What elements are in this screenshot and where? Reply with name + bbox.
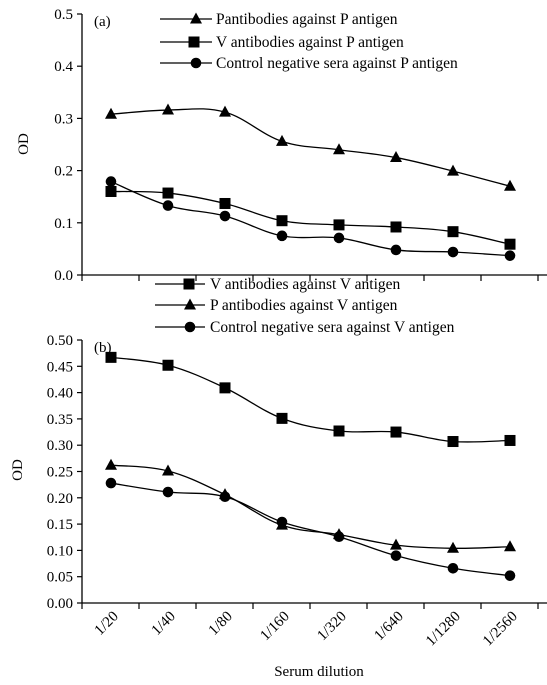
data-point-a-triangle bbox=[219, 105, 231, 117]
data-point-b-circle bbox=[504, 570, 516, 581]
x-tick-label-b: 1/2560 bbox=[480, 609, 521, 650]
y-tick-label-b: 0.10 bbox=[47, 543, 73, 559]
y-tick-label-b: 0.15 bbox=[47, 517, 73, 533]
data-point-a-square bbox=[276, 215, 288, 227]
data-point-a-square bbox=[333, 219, 345, 231]
legend-marker-a-circle bbox=[190, 57, 202, 69]
data-point-b-circle bbox=[219, 491, 231, 503]
y-axis-title-a: OD bbox=[16, 133, 32, 155]
data-point-a-triangle bbox=[504, 179, 516, 191]
series-b-square bbox=[105, 351, 516, 448]
y-tick-label-b: 0.20 bbox=[47, 491, 73, 507]
data-point-b-circle bbox=[105, 477, 117, 489]
legend-label-b-circle: Control negative sera against V antigen bbox=[210, 319, 455, 336]
data-point-a-square bbox=[504, 238, 516, 250]
data-point-b-circle bbox=[390, 550, 402, 561]
y-tick-label-a: 0.0 bbox=[54, 268, 73, 284]
legend-marker-a-triangle bbox=[190, 12, 202, 24]
series-line-a-triangle bbox=[110, 108, 511, 187]
data-point-b-square bbox=[105, 351, 117, 363]
data-point-b-triangle bbox=[105, 458, 117, 470]
series-b-triangle bbox=[105, 458, 516, 553]
data-point-a-square bbox=[105, 185, 117, 197]
data-point-a-triangle bbox=[105, 107, 117, 119]
legend-label-b-square: V antibodies against V antigen bbox=[210, 276, 401, 293]
data-point-b-triangle bbox=[162, 464, 174, 476]
data-point-b-circle bbox=[447, 562, 459, 574]
y-tick-label-b: 0.45 bbox=[47, 359, 73, 375]
y-tick-label-b: 0.50 bbox=[47, 333, 73, 349]
data-point-a-circle bbox=[390, 244, 402, 256]
y-tick-label-a: 0.3 bbox=[54, 111, 73, 127]
data-point-a-square bbox=[390, 221, 402, 233]
panel-label-a: (a) bbox=[94, 14, 111, 30]
legend-marker-b-square bbox=[183, 278, 195, 290]
data-point-a-triangle bbox=[333, 143, 345, 155]
data-point-a-circle bbox=[162, 200, 174, 211]
data-point-a-circle bbox=[219, 210, 231, 222]
series-a-circle bbox=[105, 176, 516, 261]
data-point-b-square bbox=[447, 436, 459, 448]
chart-panel-b: 0.00 0.05 0.10 0.15 0.20 0.25 0.30 0.35 0.40 0.45… bbox=[10, 276, 547, 649]
data-point-b-triangle bbox=[390, 538, 402, 550]
y-tick-label-b: 0.00 bbox=[47, 596, 73, 612]
y-tick-label-a: 0.4 bbox=[54, 59, 73, 75]
series-b-circle bbox=[105, 477, 516, 581]
x-tick-label-b: 1/320 bbox=[314, 609, 349, 644]
data-point-b-square bbox=[276, 412, 288, 424]
data-point-b-triangle bbox=[447, 541, 459, 553]
x-axis-title: Serum dilution bbox=[274, 664, 364, 680]
data-point-a-circle bbox=[276, 230, 288, 242]
x-tick-label-b: 1/640 bbox=[371, 609, 406, 644]
data-point-b-triangle bbox=[504, 540, 516, 552]
series-a-triangle bbox=[105, 103, 516, 191]
legend-marker-a-square bbox=[188, 36, 200, 48]
data-point-b-square bbox=[162, 359, 174, 371]
y-tick-label-b: 0.35 bbox=[47, 412, 73, 428]
data-point-a-circle bbox=[105, 176, 117, 187]
y-tick-label-a: 0.2 bbox=[54, 164, 73, 180]
legend-label-a-square: V antibodies against P antigen bbox=[216, 34, 404, 51]
series-a-square bbox=[105, 185, 516, 250]
legend-marker-b-circle bbox=[184, 321, 196, 333]
x-tick-label-b: 1/20 bbox=[92, 609, 122, 639]
y-tick-label-a: 0.5 bbox=[54, 7, 73, 23]
data-point-a-square bbox=[162, 187, 174, 199]
data-point-a-circle bbox=[333, 232, 345, 244]
data-point-b-square bbox=[504, 434, 516, 446]
data-point-a-triangle bbox=[162, 103, 174, 115]
data-point-a-triangle bbox=[276, 134, 288, 146]
data-point-a-square bbox=[447, 226, 459, 238]
legend-label-a-triangle: Pantibodies against P antigen bbox=[216, 11, 398, 28]
data-point-a-triangle bbox=[447, 164, 459, 176]
legend-marker-b-triangle bbox=[184, 298, 196, 310]
y-tick-label-b: 0.25 bbox=[47, 465, 73, 481]
series-line-b-square bbox=[110, 356, 511, 443]
data-point-b-square bbox=[390, 426, 402, 438]
data-point-a-square bbox=[219, 197, 231, 209]
y-tick-label-b: 0.40 bbox=[47, 386, 73, 402]
legend-label-a-circle: Control negative sera against P antigen bbox=[216, 55, 458, 72]
y-tick-label-a: 0.1 bbox=[54, 216, 73, 232]
y-tick-label-b: 0.30 bbox=[47, 438, 73, 454]
data-point-b-circle bbox=[333, 531, 345, 543]
legend-label-b-triangle: P antibodies against V antigen bbox=[210, 297, 398, 314]
x-tick-label-b: 1/160 bbox=[257, 609, 292, 644]
data-point-b-circle bbox=[276, 516, 288, 528]
series-line-b-circle bbox=[110, 482, 511, 577]
y-tick-label-b: 0.05 bbox=[47, 570, 73, 586]
data-point-a-circle bbox=[504, 250, 516, 261]
data-point-b-square bbox=[333, 425, 345, 437]
y-axis-title-b: OD bbox=[10, 459, 26, 481]
series-line-b-triangle bbox=[110, 464, 511, 549]
data-point-b-circle bbox=[162, 486, 174, 498]
chart-panel-a: 0.0 0.1 0.2 0.3 0.4 0.5 OD (a) Pantibodies again… bbox=[16, 7, 547, 284]
x-tick-label-b: 1/40 bbox=[149, 609, 179, 639]
data-point-a-triangle bbox=[390, 151, 402, 163]
data-point-b-square bbox=[219, 382, 231, 394]
data-point-a-circle bbox=[447, 246, 459, 258]
x-tick-label-b: 1/1280 bbox=[423, 609, 464, 650]
x-tick-label-b: 1/80 bbox=[206, 609, 236, 639]
